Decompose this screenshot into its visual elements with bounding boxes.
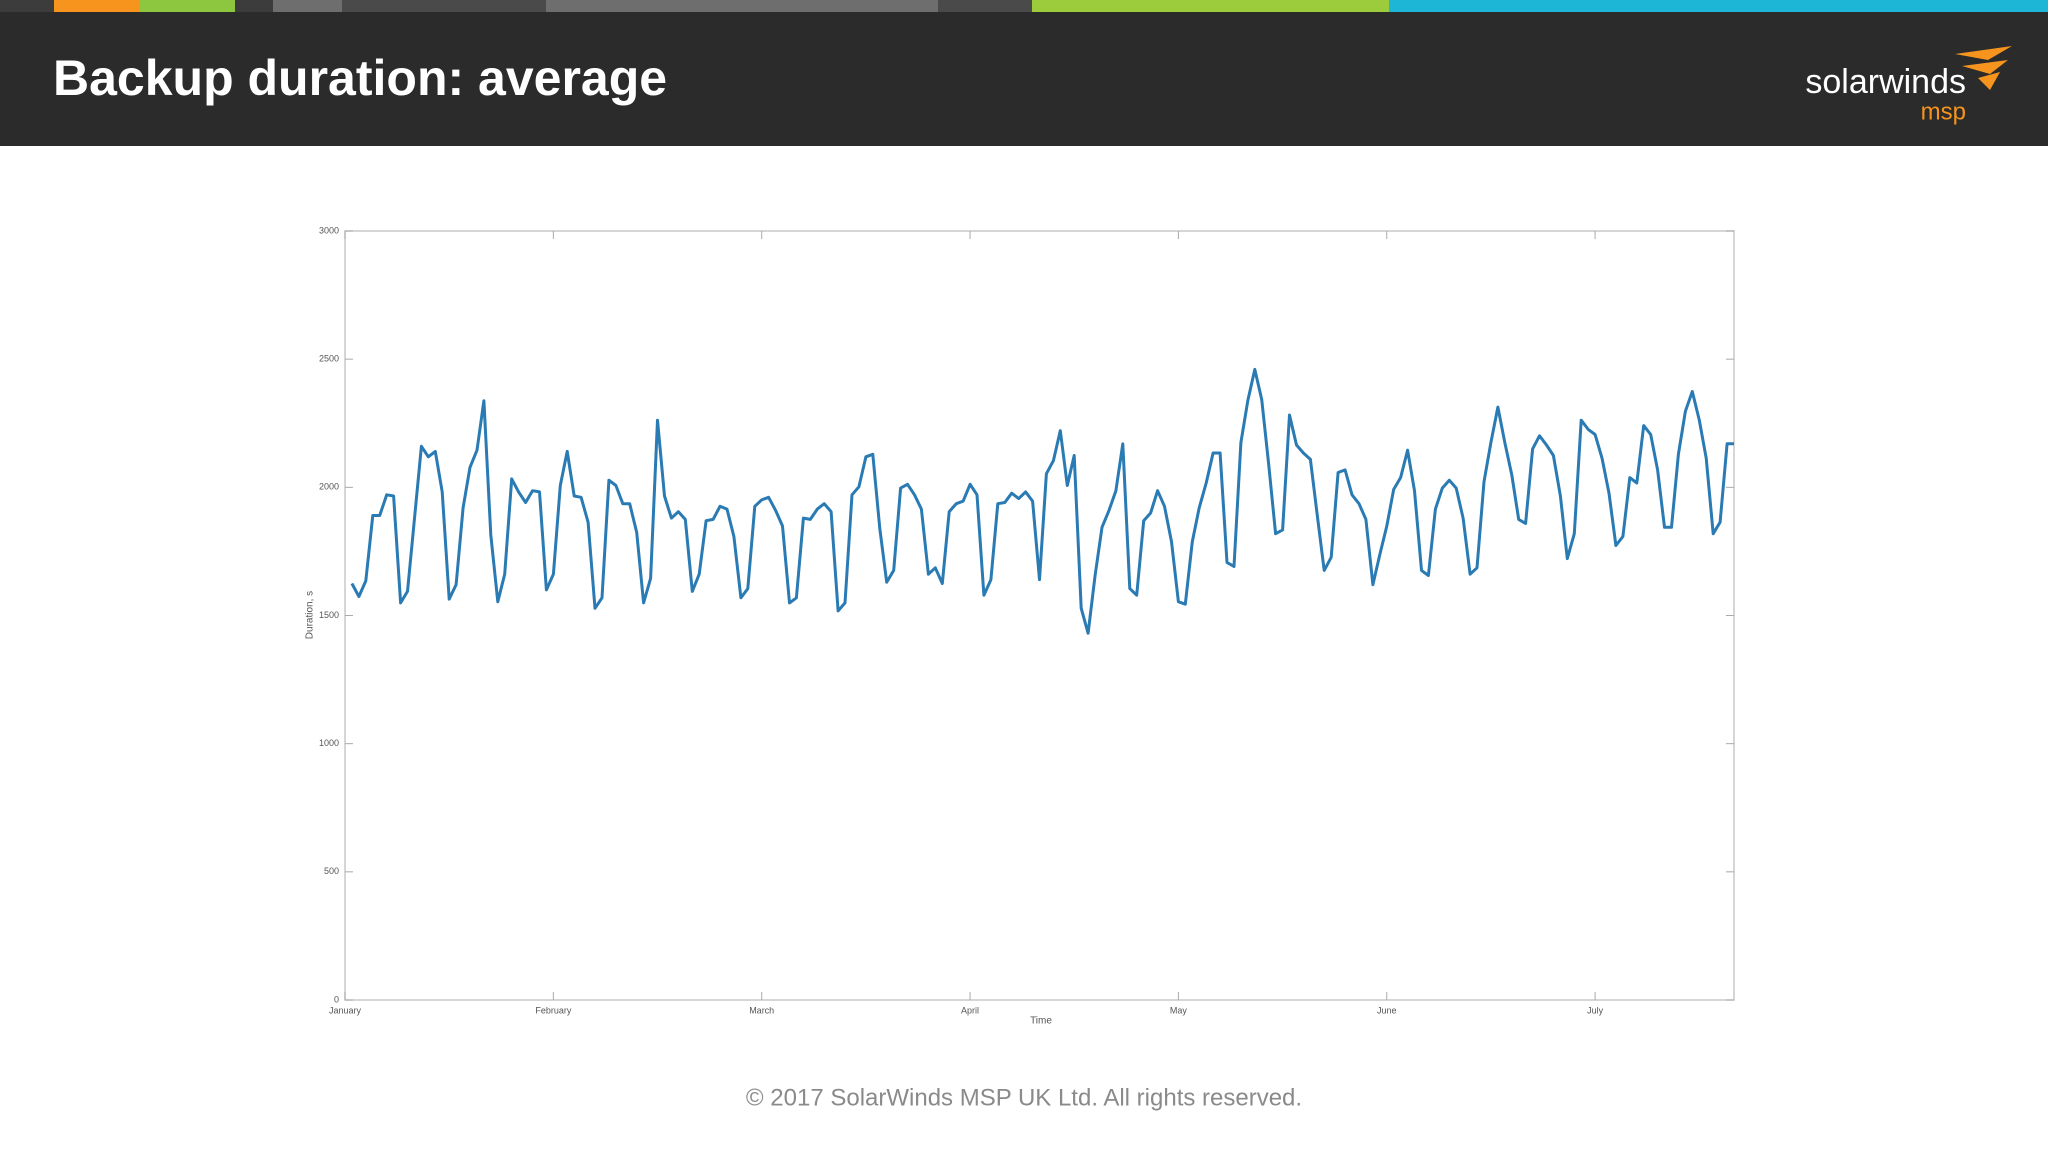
strip-segment: [546, 0, 938, 12]
logo-flame: [1955, 46, 2012, 60]
logo-subtext: msp: [1921, 98, 1966, 125]
x-tick-label: May: [1170, 1005, 1188, 1015]
data-line: [350, 367, 1734, 635]
x-tick-label: April: [961, 1005, 979, 1015]
strip-segment: [235, 0, 273, 12]
y-axis-label: Duration, s: [305, 591, 316, 639]
x-tick-label: January: [329, 1005, 362, 1015]
y-tick-label: 500: [324, 866, 339, 876]
logo-icon: [1955, 46, 2012, 90]
color-strip: [0, 0, 2048, 12]
logo-flame: [1978, 72, 2000, 90]
y-tick-label: 0: [334, 994, 339, 1004]
y-tick-label: 1500: [319, 610, 339, 620]
slide-title: Backup duration: average: [53, 50, 667, 106]
strip-segment: [1032, 0, 1389, 12]
y-tick-label: 3000: [319, 225, 339, 235]
x-tick-label: February: [535, 1005, 572, 1015]
x-tick-label: June: [1377, 1005, 1397, 1015]
strip-segment: [273, 0, 342, 12]
strip-segment: [342, 0, 546, 12]
logo-text: solarwinds: [1805, 63, 1966, 101]
strip-segment: [1389, 0, 2048, 12]
y-tick-label: 2000: [319, 482, 339, 492]
header-bar: [0, 0, 2048, 146]
strip-segment: [0, 0, 54, 12]
footer-text: © 2017 SolarWinds MSP UK Ltd. All rights…: [746, 1084, 1302, 1111]
x-tick-label: July: [1587, 1005, 1604, 1015]
x-tick-label: March: [749, 1005, 774, 1015]
strip-segment: [938, 0, 1032, 12]
strip-segment: [140, 0, 235, 12]
y-tick-label: 2500: [319, 354, 339, 364]
x-axis-label: Time: [1030, 1016, 1052, 1027]
logo-flame: [1962, 60, 2008, 74]
strip-segment: [54, 0, 140, 12]
y-tick-label: 1000: [319, 738, 339, 748]
plot-frame: [344, 230, 1735, 1001]
